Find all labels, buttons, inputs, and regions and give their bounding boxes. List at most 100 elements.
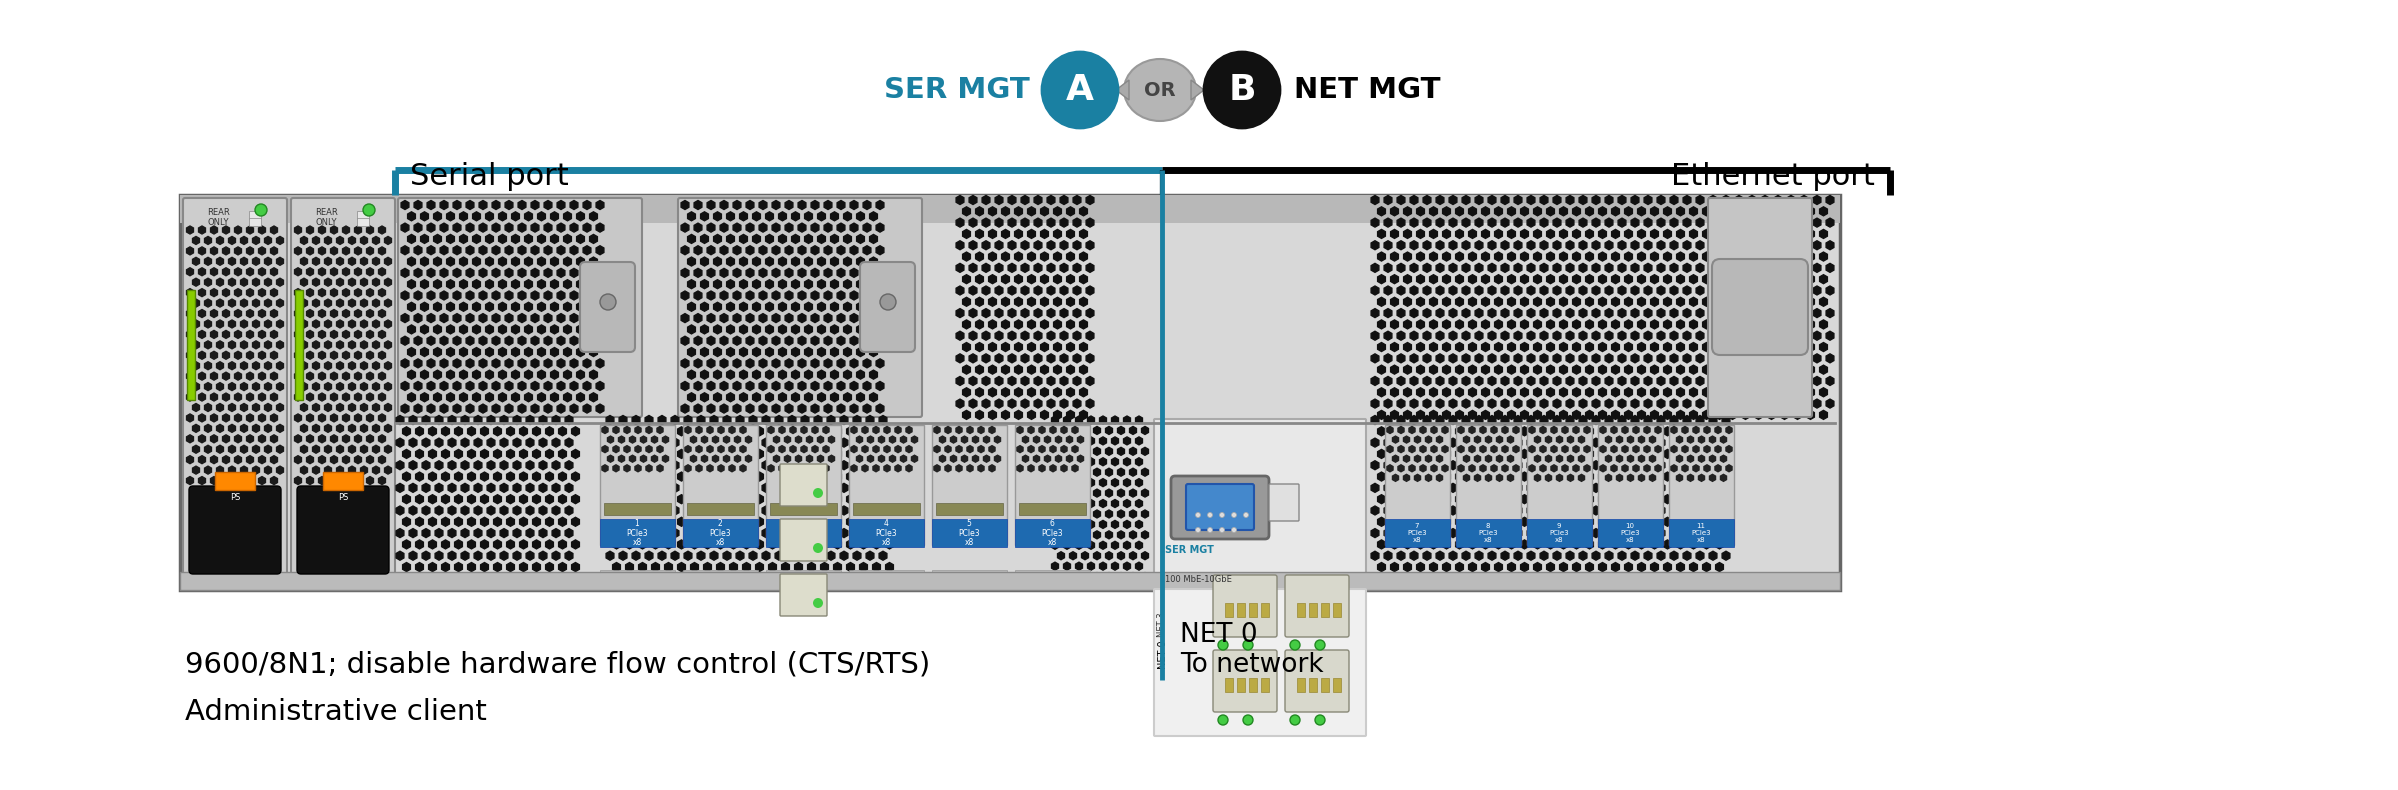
Polygon shape xyxy=(1424,474,1432,481)
Polygon shape xyxy=(448,506,456,515)
Polygon shape xyxy=(1585,540,1592,549)
Polygon shape xyxy=(465,382,475,390)
Polygon shape xyxy=(1611,427,1619,436)
Polygon shape xyxy=(1573,427,1578,434)
Polygon shape xyxy=(1007,331,1017,340)
Polygon shape xyxy=(1544,474,1552,481)
Polygon shape xyxy=(1456,207,1463,216)
Polygon shape xyxy=(671,416,679,424)
Polygon shape xyxy=(1710,377,1717,386)
Polygon shape xyxy=(1448,416,1458,424)
Polygon shape xyxy=(1540,465,1547,472)
Polygon shape xyxy=(746,382,753,390)
Polygon shape xyxy=(1448,309,1458,318)
Polygon shape xyxy=(204,382,211,390)
Polygon shape xyxy=(1775,286,1782,295)
Polygon shape xyxy=(396,506,403,515)
FancyBboxPatch shape xyxy=(1153,419,1367,581)
Polygon shape xyxy=(782,540,789,549)
Polygon shape xyxy=(1041,297,1048,307)
Polygon shape xyxy=(799,201,806,209)
Polygon shape xyxy=(367,476,374,484)
Polygon shape xyxy=(1508,365,1516,374)
Polygon shape xyxy=(1767,207,1775,216)
Polygon shape xyxy=(384,362,391,370)
Polygon shape xyxy=(811,223,818,232)
Polygon shape xyxy=(204,446,211,453)
Polygon shape xyxy=(729,472,739,481)
Polygon shape xyxy=(700,280,707,288)
Polygon shape xyxy=(1827,241,1834,250)
Polygon shape xyxy=(1501,309,1508,318)
Polygon shape xyxy=(1787,286,1794,295)
Polygon shape xyxy=(995,286,1002,295)
Polygon shape xyxy=(1580,218,1587,227)
Polygon shape xyxy=(861,427,868,434)
Polygon shape xyxy=(679,517,686,526)
Polygon shape xyxy=(372,340,379,349)
Polygon shape xyxy=(626,450,633,458)
Polygon shape xyxy=(1072,263,1081,273)
Polygon shape xyxy=(211,268,218,276)
Polygon shape xyxy=(978,427,983,434)
Polygon shape xyxy=(1494,495,1504,504)
Polygon shape xyxy=(540,529,547,538)
Polygon shape xyxy=(468,427,475,436)
Polygon shape xyxy=(1554,331,1561,340)
Polygon shape xyxy=(1475,218,1482,227)
Polygon shape xyxy=(348,278,355,286)
Polygon shape xyxy=(813,461,823,470)
Polygon shape xyxy=(583,359,590,368)
Polygon shape xyxy=(520,450,528,458)
Polygon shape xyxy=(727,235,734,243)
Polygon shape xyxy=(1508,562,1516,571)
Polygon shape xyxy=(1410,446,1415,453)
Polygon shape xyxy=(1501,263,1508,273)
Polygon shape xyxy=(719,359,729,368)
Polygon shape xyxy=(1559,388,1568,397)
Polygon shape xyxy=(1089,437,1093,445)
Circle shape xyxy=(362,204,374,216)
Polygon shape xyxy=(779,235,787,243)
Polygon shape xyxy=(700,393,707,402)
Polygon shape xyxy=(688,257,695,266)
Polygon shape xyxy=(348,320,355,328)
Polygon shape xyxy=(995,241,1002,250)
Polygon shape xyxy=(1105,427,1113,435)
Polygon shape xyxy=(1645,377,1652,386)
Polygon shape xyxy=(384,424,391,432)
Polygon shape xyxy=(1573,517,1580,526)
Polygon shape xyxy=(264,404,271,412)
Polygon shape xyxy=(1645,446,1650,453)
Polygon shape xyxy=(518,337,525,345)
Polygon shape xyxy=(681,337,688,345)
Polygon shape xyxy=(681,382,688,390)
Polygon shape xyxy=(1748,241,1755,250)
Polygon shape xyxy=(1029,427,1034,434)
Polygon shape xyxy=(866,461,873,470)
Polygon shape xyxy=(187,352,194,359)
Polygon shape xyxy=(1604,309,1614,318)
Polygon shape xyxy=(1048,286,1055,295)
Polygon shape xyxy=(791,393,799,402)
Polygon shape xyxy=(422,483,429,492)
Polygon shape xyxy=(1645,529,1652,538)
Polygon shape xyxy=(300,404,307,412)
Polygon shape xyxy=(1669,309,1679,318)
Polygon shape xyxy=(367,393,374,401)
Polygon shape xyxy=(564,303,571,311)
Polygon shape xyxy=(1554,218,1561,227)
Polygon shape xyxy=(511,371,520,379)
Polygon shape xyxy=(1022,263,1029,273)
Polygon shape xyxy=(1475,309,1482,318)
Polygon shape xyxy=(719,337,729,345)
Polygon shape xyxy=(1053,388,1062,397)
Polygon shape xyxy=(1775,309,1782,318)
Polygon shape xyxy=(700,235,707,243)
Bar xyxy=(600,570,674,585)
Polygon shape xyxy=(506,314,513,322)
Polygon shape xyxy=(360,258,367,265)
Polygon shape xyxy=(818,212,825,221)
Polygon shape xyxy=(1448,506,1458,515)
Polygon shape xyxy=(664,517,671,526)
